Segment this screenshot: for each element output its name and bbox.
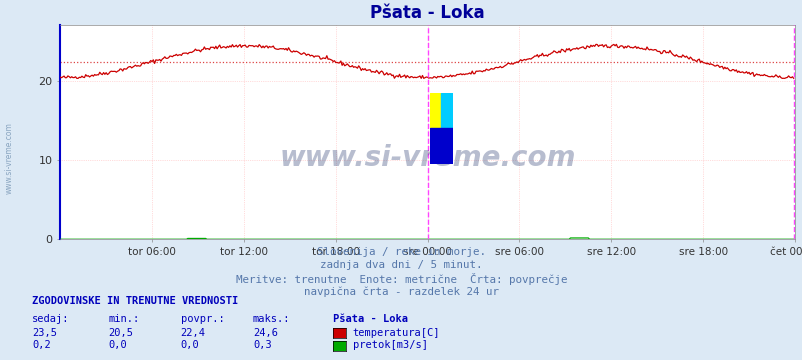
Bar bbox=[430, 93, 441, 128]
Text: 22,4: 22,4 bbox=[180, 328, 205, 338]
Bar bbox=[441, 93, 452, 128]
Text: Slovenija / reke in morje.: Slovenija / reke in morje. bbox=[317, 247, 485, 257]
Text: 23,5: 23,5 bbox=[32, 328, 57, 338]
Text: povpr.:: povpr.: bbox=[180, 314, 224, 324]
Text: sedaj:: sedaj: bbox=[32, 314, 70, 324]
Text: 0,0: 0,0 bbox=[180, 341, 199, 351]
Text: www.si-vreme.com: www.si-vreme.com bbox=[4, 122, 14, 194]
Text: maks.:: maks.: bbox=[253, 314, 290, 324]
Text: 24,6: 24,6 bbox=[253, 328, 277, 338]
Bar bbox=[430, 128, 452, 164]
Text: pretok[m3/s]: pretok[m3/s] bbox=[352, 341, 427, 351]
Text: 0,0: 0,0 bbox=[108, 341, 127, 351]
Text: www.si-vreme.com: www.si-vreme.com bbox=[279, 144, 575, 172]
Text: 0,2: 0,2 bbox=[32, 341, 51, 351]
Text: navpična črta - razdelek 24 ur: navpična črta - razdelek 24 ur bbox=[304, 287, 498, 297]
Title: Pšata - Loka: Pšata - Loka bbox=[370, 4, 484, 22]
Text: 0,3: 0,3 bbox=[253, 341, 271, 351]
Text: 20,5: 20,5 bbox=[108, 328, 133, 338]
Text: ZGODOVINSKE IN TRENUTNE VREDNOSTI: ZGODOVINSKE IN TRENUTNE VREDNOSTI bbox=[32, 296, 238, 306]
Text: min.:: min.: bbox=[108, 314, 140, 324]
Text: temperatura[C]: temperatura[C] bbox=[352, 328, 439, 338]
Text: Pšata - Loka: Pšata - Loka bbox=[333, 314, 407, 324]
Text: Meritve: trenutne  Enote: metrične  Črta: povprečje: Meritve: trenutne Enote: metrične Črta: … bbox=[236, 273, 566, 285]
Text: zadnja dva dni / 5 minut.: zadnja dva dni / 5 minut. bbox=[320, 260, 482, 270]
